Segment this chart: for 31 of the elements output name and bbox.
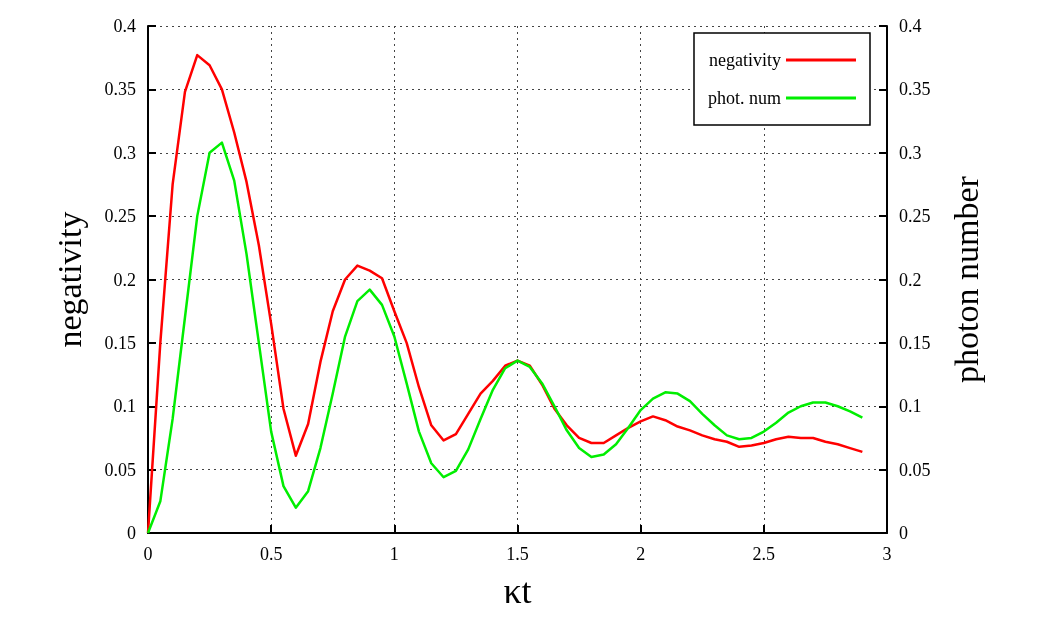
y-tick-label: 0.1 <box>113 396 136 417</box>
y-tick-label: 0.05 <box>104 459 136 480</box>
x-tick-label: 3 <box>882 544 892 564</box>
x-tick-label: 1 <box>389 544 399 564</box>
y2-tick-label: 0.05 <box>899 459 931 480</box>
x-tick-label: 1.5 <box>506 544 529 564</box>
y2-tick-label: 0.4 <box>899 16 922 36</box>
y-tick-label: 0.15 <box>104 332 136 353</box>
x-tick-label: 2 <box>636 544 646 564</box>
y2-tick-label: 0.15 <box>899 332 931 353</box>
y2-tick-label: 0 <box>899 523 908 543</box>
legend-label: negativity <box>709 50 781 70</box>
line-series <box>146 141 864 535</box>
x-tick-label: 2.5 <box>752 544 776 564</box>
y2-tick-label: 0.25 <box>899 206 931 227</box>
legend-label: phot. num <box>707 88 781 108</box>
x-tick-label: 0.5 <box>259 544 283 564</box>
y-tick-label: 0.35 <box>104 79 136 100</box>
y2-axis-title: photon number <box>947 175 985 383</box>
y2-tick-label: 0.3 <box>899 142 922 163</box>
y-tick-label: 0 <box>127 523 136 543</box>
y2-tick-label: 0.35 <box>899 79 931 100</box>
y-tick-label: 0.2 <box>113 269 136 290</box>
y-tick-label: 0.4 <box>113 16 136 36</box>
y-tick-label: 0.3 <box>113 142 136 163</box>
y2-tick-label: 0.2 <box>899 269 922 290</box>
y2-tick-label: 0.1 <box>899 396 922 417</box>
y-tick-label: 0.25 <box>104 206 136 227</box>
y-axis-title: negativity <box>50 211 88 348</box>
x-tick-label: 0 <box>143 544 153 564</box>
x-axis-title: κt <box>503 571 532 611</box>
